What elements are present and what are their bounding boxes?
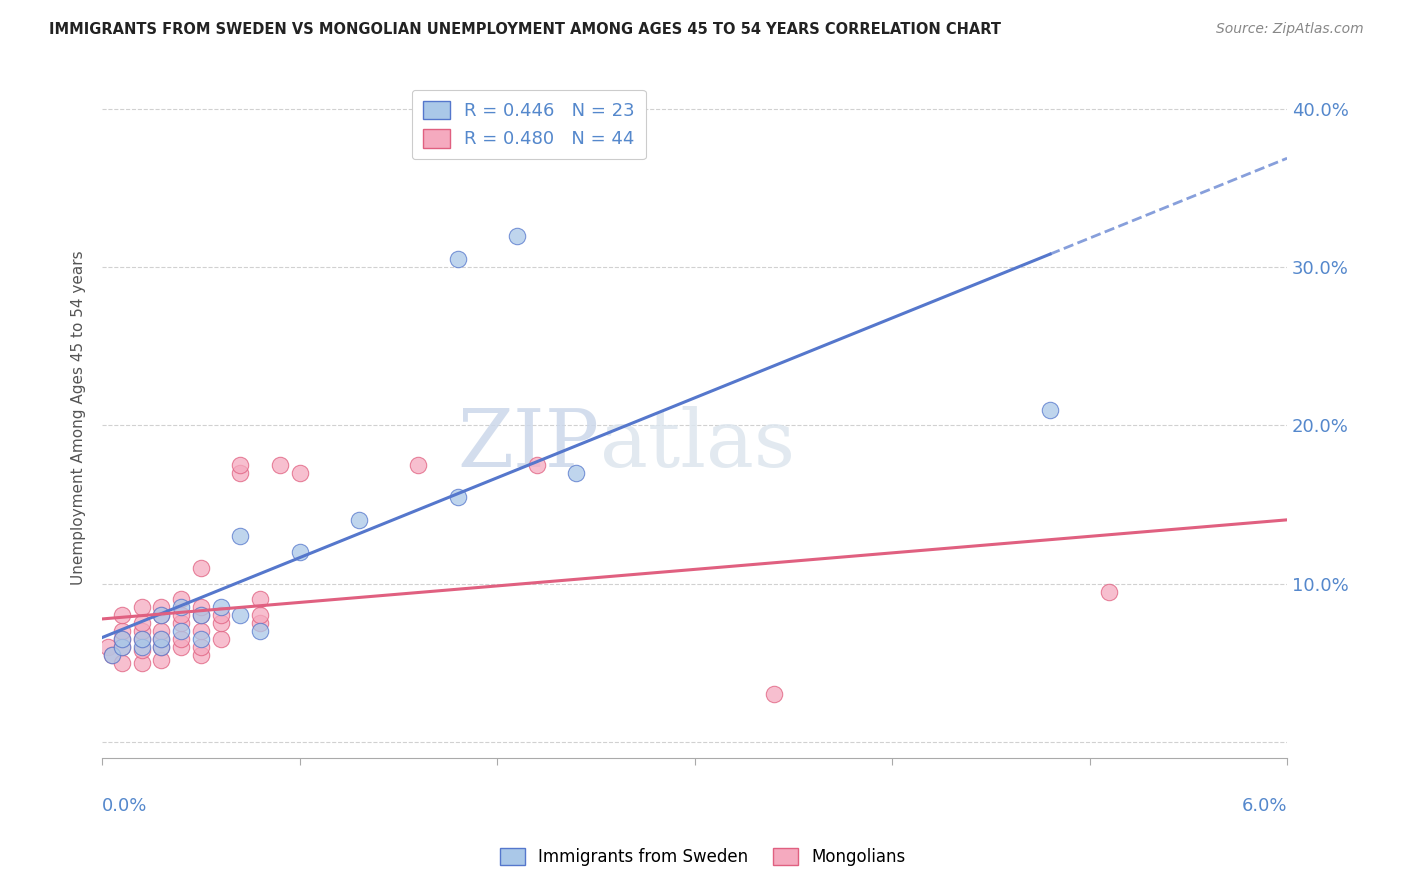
Point (170, 624, 193, 639)
Point (406, 458, 429, 472)
Point (101, 648, 124, 662)
Point (190, 600, 212, 615)
Point (111, 632, 134, 646)
Point (1098, 584, 1121, 599)
Point (170, 640, 193, 654)
Point (150, 608, 173, 623)
Point (111, 632, 134, 646)
Point (229, 529, 252, 543)
Point (229, 458, 252, 472)
Point (190, 632, 212, 646)
Point (190, 608, 212, 623)
Point (288, 545, 311, 559)
Point (101, 648, 124, 662)
Text: IMMIGRANTS FROM SWEDEN VS MONGOLIAN UNEMPLOYMENT AMONG AGES 45 TO 54 YEARS CORRE: IMMIGRANTS FROM SWEDEN VS MONGOLIAN UNEM… (49, 22, 1001, 37)
Point (506, 228, 529, 243)
Point (526, 458, 548, 472)
Point (150, 652, 173, 666)
Legend: Immigrants from Sweden, Mongolians: Immigrants from Sweden, Mongolians (494, 841, 912, 873)
Point (97, 640, 120, 654)
Point (150, 608, 173, 623)
Point (111, 640, 134, 654)
Point (131, 656, 153, 670)
Point (150, 640, 173, 654)
Point (190, 608, 212, 623)
Point (170, 600, 193, 615)
Point (762, 687, 785, 701)
Point (190, 624, 212, 639)
Point (131, 600, 153, 615)
Point (190, 648, 212, 662)
Point (131, 632, 153, 646)
Point (131, 624, 153, 639)
Point (269, 458, 291, 472)
Point (447, 252, 470, 267)
Point (288, 466, 311, 480)
Point (249, 608, 271, 623)
Point (229, 466, 252, 480)
Point (249, 624, 271, 639)
Point (131, 616, 153, 631)
Point (1039, 402, 1062, 417)
Text: 0.0%: 0.0% (103, 797, 148, 814)
Point (190, 640, 212, 654)
Point (111, 608, 134, 623)
Point (209, 600, 232, 615)
Point (170, 592, 193, 607)
Point (131, 632, 153, 646)
Text: atlas: atlas (600, 406, 794, 483)
Point (150, 632, 173, 646)
Text: 6.0%: 6.0% (1241, 797, 1286, 814)
Point (170, 632, 193, 646)
Point (190, 561, 212, 575)
Point (209, 616, 232, 631)
Point (347, 513, 370, 527)
Point (131, 640, 153, 654)
Point (111, 640, 134, 654)
Point (249, 616, 271, 631)
Point (150, 600, 173, 615)
Point (229, 608, 252, 623)
Point (170, 608, 193, 623)
Point (150, 624, 173, 639)
Text: Source: ZipAtlas.com: Source: ZipAtlas.com (1216, 22, 1364, 37)
Point (131, 643, 153, 657)
Point (111, 624, 134, 639)
Legend: R = 0.446   N = 23, R = 0.480   N = 44: R = 0.446 N = 23, R = 0.480 N = 44 (412, 90, 645, 160)
Point (565, 466, 588, 480)
Text: ZIP: ZIP (458, 406, 600, 483)
Point (170, 616, 193, 631)
Point (150, 632, 173, 646)
Point (209, 632, 232, 646)
Point (150, 640, 173, 654)
Point (447, 490, 470, 504)
Point (249, 592, 271, 607)
Point (209, 608, 232, 623)
Point (111, 656, 134, 670)
Y-axis label: Unemployment Among Ages 45 to 54 years: Unemployment Among Ages 45 to 54 years (72, 251, 86, 585)
